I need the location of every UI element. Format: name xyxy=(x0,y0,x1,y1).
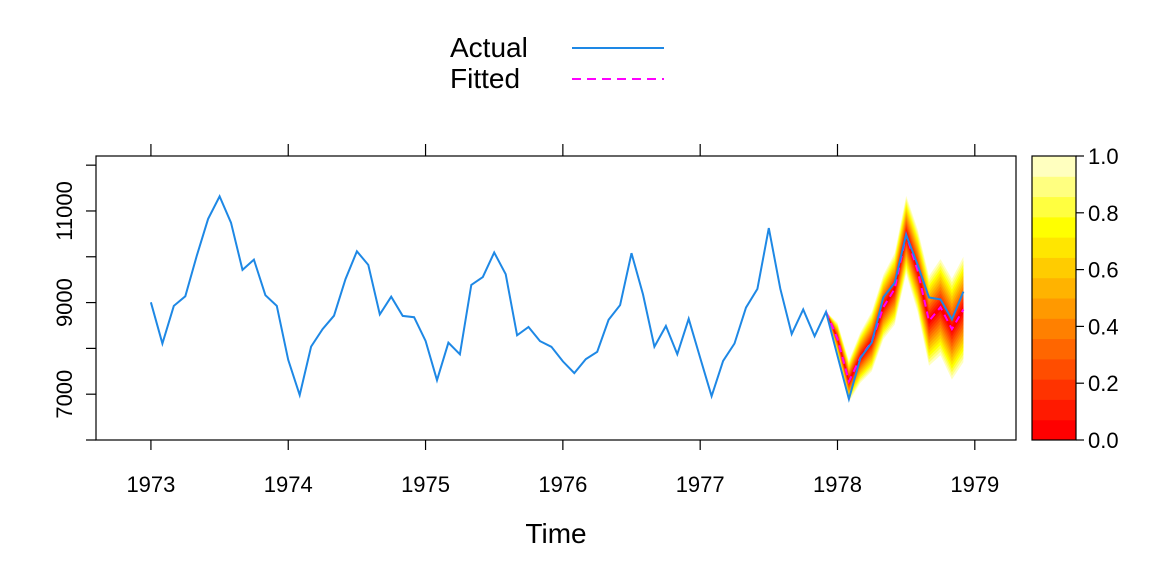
colorbar-tick-label: 1.0 xyxy=(1088,144,1119,169)
fitted-series-line xyxy=(825,230,965,385)
x-tick-label: 1977 xyxy=(676,472,725,497)
x-axis-label: Time xyxy=(525,518,586,549)
y-tick-label: 9000 xyxy=(52,278,77,327)
colorbar-frame xyxy=(1031,155,1077,441)
colorbar-tick-label: 0.8 xyxy=(1088,201,1119,226)
x-tick-label: 1975 xyxy=(401,472,450,497)
colorbar-segment xyxy=(1032,298,1076,319)
actual-series-line xyxy=(149,194,965,403)
colorbar-segment xyxy=(1032,338,1076,360)
forecast-band xyxy=(826,195,964,402)
colorbar-segment xyxy=(1032,257,1076,279)
x-tick-label: 1976 xyxy=(538,472,587,497)
y-tick-label: 11000 xyxy=(52,181,77,241)
colorbar-segment xyxy=(1032,176,1076,198)
colorbar-segment xyxy=(1032,358,1076,380)
x-tick-label: 1979 xyxy=(950,472,999,497)
colorbar-segment xyxy=(1032,216,1076,238)
colorbar-segment xyxy=(1032,379,1076,400)
forecast-band-level xyxy=(826,218,964,391)
x-tick-label: 1978 xyxy=(813,472,862,497)
legend-label: Fitted xyxy=(450,63,520,94)
y-tick-label: 7000 xyxy=(52,370,77,419)
series-lines xyxy=(149,194,965,403)
colorbar-tick-label: 0.2 xyxy=(1088,371,1119,396)
colorbar-segment xyxy=(1032,399,1076,421)
forecast-band-level xyxy=(826,229,964,385)
colorbar-segment xyxy=(1032,237,1076,258)
colorbar: 0.0 0.2 0.4 0.6 0.8 1.0 xyxy=(1031,144,1119,453)
colorbar-segment xyxy=(1032,277,1076,299)
colorbar-segment xyxy=(1032,419,1076,441)
colorbar-tick-label: 0.0 xyxy=(1088,428,1119,453)
plot-frame xyxy=(95,155,1017,441)
axes: 1973 1974 1975 1976 1977 1978 1979 7000 9000 1100… xyxy=(52,144,999,497)
colorbar-segment xyxy=(1032,156,1076,177)
colorbar-tick-label: 0.6 xyxy=(1088,258,1119,283)
legend-label: Actual xyxy=(450,32,528,63)
colorbar-tick-label: 0.4 xyxy=(1088,314,1119,339)
colorbar-segment xyxy=(1032,196,1076,218)
x-tick-label: 1973 xyxy=(126,472,175,497)
colorbar-segment xyxy=(1032,318,1076,340)
x-tick-label: 1974 xyxy=(264,472,313,497)
